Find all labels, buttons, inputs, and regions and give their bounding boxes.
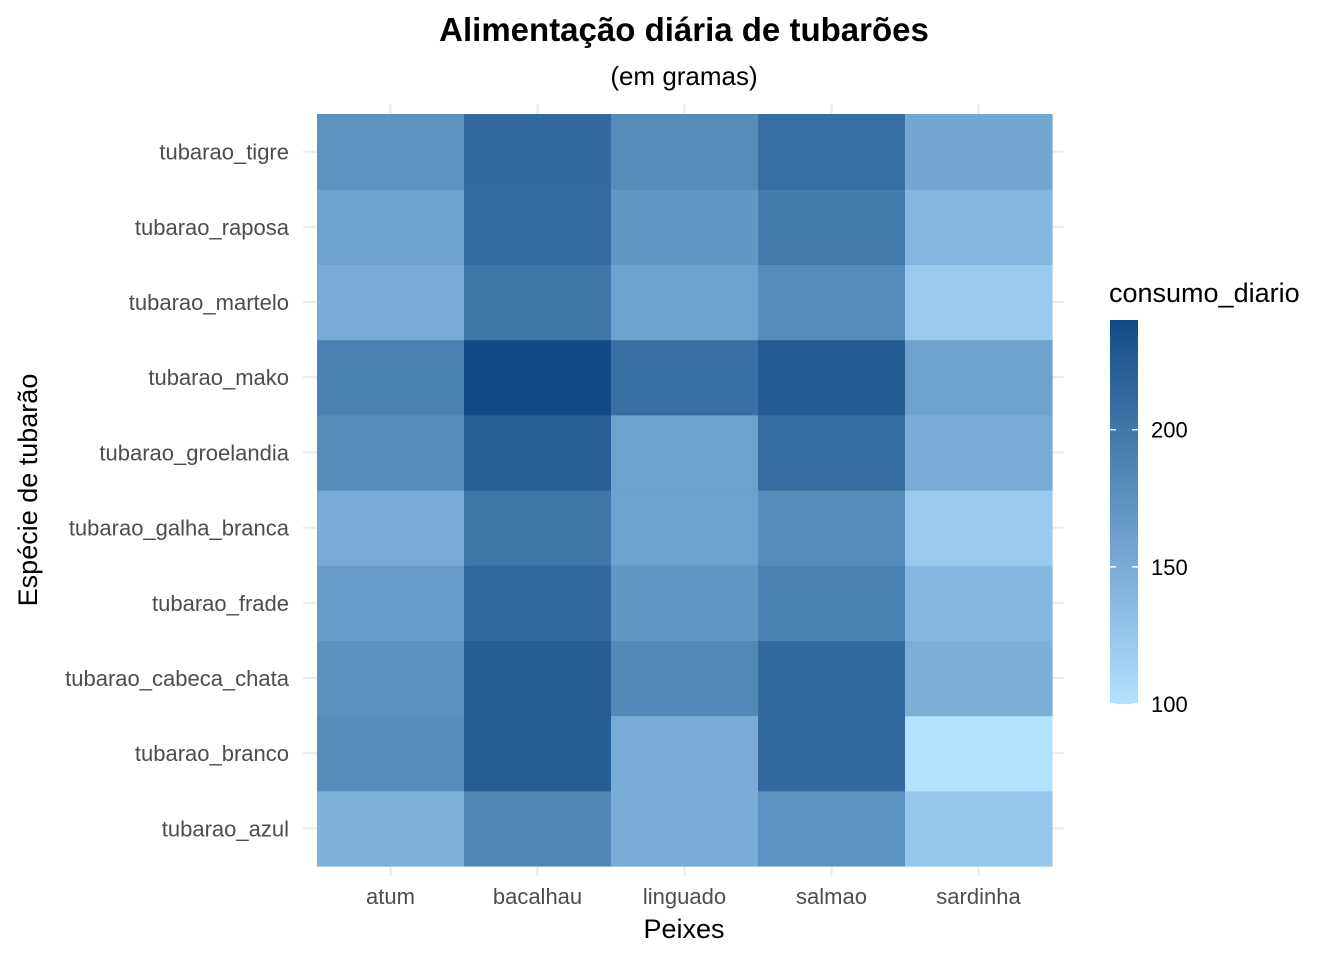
y-tick-labels: tubarao_azul tubarao_branco tubarao_cabeca… (65, 140, 290, 842)
x-tick-label: sardinha (936, 884, 1021, 909)
heatmap-cell (758, 339, 906, 416)
x-tick-label: atum (366, 884, 415, 909)
y-tick-label: tubarao_cabeca_chata (65, 666, 290, 691)
heatmap-cells (317, 114, 1053, 867)
legend: consumo_diario 100 150 200 (1109, 278, 1300, 717)
y-tick-label: tubarao_frade (152, 591, 289, 616)
legend-tick-label: 200 (1151, 418, 1188, 443)
heatmap-cell (905, 339, 1053, 416)
heatmap-cell (317, 790, 465, 867)
heatmap-cell (317, 715, 465, 792)
heatmap-cell (317, 114, 465, 190)
heatmap-cell (464, 189, 612, 265)
heatmap-cell (464, 339, 612, 416)
legend-tick-label: 100 (1151, 692, 1188, 717)
heatmap-cell (611, 264, 759, 341)
y-tick-label: tubarao_tigre (159, 140, 289, 165)
y-axis-label: Espécie de tubarão (13, 374, 43, 607)
heatmap-cell (464, 414, 612, 491)
heatmap-cell (758, 790, 906, 867)
heatmap-cell (317, 189, 465, 265)
heatmap-cell (317, 640, 465, 717)
chart-subtitle: (em gramas) (610, 61, 757, 91)
y-tick-label: tubarao_branco (135, 741, 289, 766)
heatmap-cell (611, 490, 759, 566)
heatmap-cell (464, 640, 612, 717)
legend-colorbar (1110, 320, 1138, 704)
heatmap-cell (905, 114, 1053, 190)
legend-tick-label: 150 (1151, 555, 1188, 580)
heatmap-cell (611, 640, 759, 717)
heatmap-cell (611, 189, 759, 265)
heatmap-cell (464, 715, 612, 792)
legend-title: consumo_diario (1109, 278, 1300, 308)
heatmap-cell (758, 414, 906, 491)
heatmap-cell (464, 565, 612, 641)
heatmap-cell (758, 640, 906, 717)
heatmap-cell (905, 414, 1053, 491)
y-tick-label: tubarao_galha_branca (69, 516, 290, 541)
heatmap-cell (905, 715, 1053, 792)
x-tick-label: linguado (643, 884, 726, 909)
y-tick-label: tubarao_groelandia (99, 440, 289, 465)
heatmap-cell (905, 189, 1053, 265)
heatmap-cell (611, 790, 759, 867)
heatmap-cell (611, 565, 759, 641)
heatmap-cell (317, 565, 465, 641)
heatmap-cell (317, 264, 465, 341)
heatmap-cell (758, 114, 906, 190)
heatmap-cell (464, 264, 612, 341)
heatmap-cell (905, 790, 1053, 867)
heatmap-cell (611, 414, 759, 491)
heatmap-cell (905, 490, 1053, 566)
y-tick-label: tubarao_raposa (135, 215, 290, 240)
heatmap-cell (905, 565, 1053, 641)
heatmap-cell (317, 490, 465, 566)
x-tick-labels: atum bacalhau linguado salmao sardinha (366, 884, 1021, 909)
heatmap-cell (611, 339, 759, 416)
heatmap-cell (905, 640, 1053, 717)
chart-title: Alimentação diária de tubarões (439, 11, 929, 48)
heatmap-cell (905, 264, 1053, 341)
heatmap-cell (758, 264, 906, 341)
heatmap-cell (464, 114, 612, 190)
y-tick-label: tubarao_azul (162, 816, 289, 841)
heatmap-cell (464, 790, 612, 867)
x-axis-label: Peixes (643, 914, 724, 944)
heatmap-cell (758, 490, 906, 566)
heatmap-cell (611, 715, 759, 792)
heatmap-cell (758, 565, 906, 641)
y-tick-label: tubarao_martelo (129, 290, 289, 315)
legend-ticks: 100 150 200 (1110, 418, 1188, 717)
heatmap-cell (317, 414, 465, 491)
heatmap-cell (464, 490, 612, 566)
x-tick-label: salmao (796, 884, 867, 909)
heatmap-cell (758, 715, 906, 792)
heatmap-cell (317, 339, 465, 416)
heatmap-cell (611, 114, 759, 190)
y-tick-label: tubarao_mako (148, 365, 289, 390)
heatmap-cell (758, 189, 906, 265)
x-tick-label: bacalhau (493, 884, 582, 909)
